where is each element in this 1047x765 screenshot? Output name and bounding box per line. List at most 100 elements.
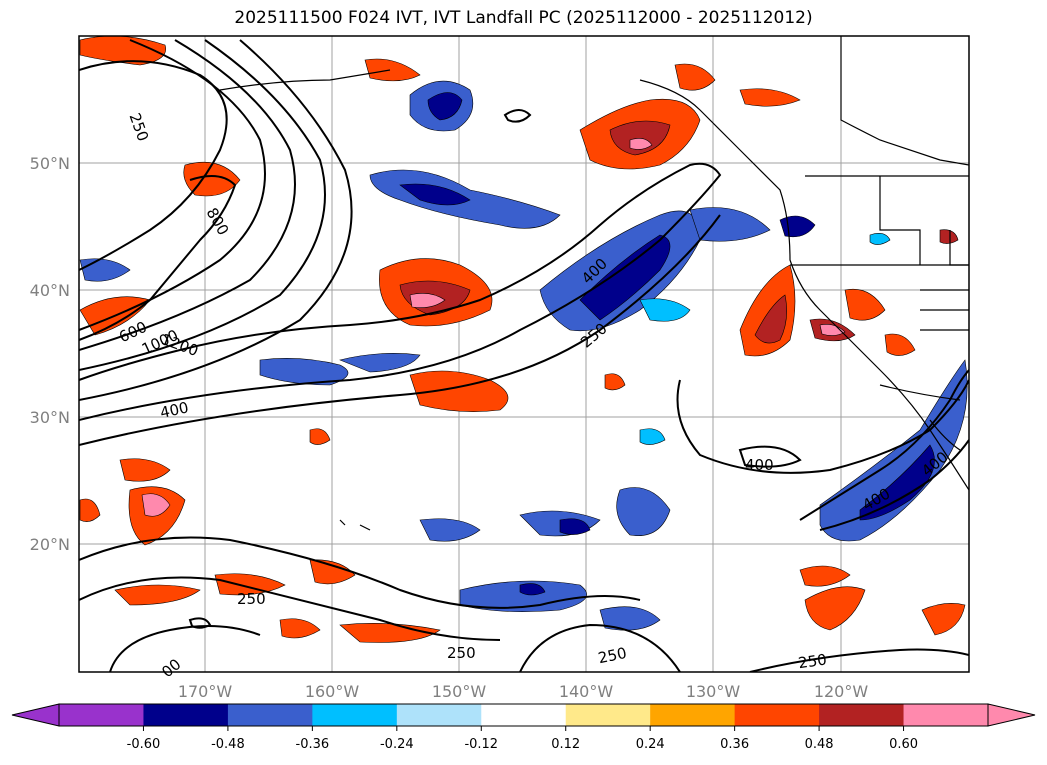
warm-blob: [364, 58, 421, 82]
warm-blob: [819, 324, 846, 336]
map-content: [79, 36, 969, 672]
colorbar-tick-label: -0.60: [127, 737, 161, 752]
map-frame: [78, 35, 970, 673]
lon-label: 150°W: [432, 682, 487, 701]
colorbar-tick-label: 0.24: [636, 737, 665, 752]
colorbar-cell: [59, 704, 144, 726]
colorbar-tick-label: 0.60: [889, 737, 918, 752]
gridlines: [79, 36, 969, 672]
colorbar-cell: [481, 704, 567, 726]
lon-label: 170°W: [178, 682, 233, 701]
warm-blob: [141, 493, 171, 517]
warm-blob: [309, 559, 356, 585]
warm-blob: [279, 618, 321, 639]
blue-blob: [859, 444, 935, 521]
colorbar: -0.60 -0.48 -0.36 -0.24 -0.12 0.12 0.24 0.36 0.4…: [11, 703, 1036, 752]
warm-blob: [939, 229, 959, 244]
colorbar-tick-label: 0.36: [720, 737, 749, 752]
lat-label: 40°N: [30, 281, 70, 300]
lon-label: 130°W: [686, 682, 741, 701]
contour-label: 250: [797, 650, 828, 672]
colorbar-cell: [227, 704, 313, 726]
blue-blob: [427, 92, 463, 121]
ivt-contours: [79, 39, 969, 672]
warm-blob: [609, 120, 671, 156]
blue-blob: [599, 606, 661, 631]
lat-label: 30°N: [30, 408, 70, 427]
colorbar-cells: [59, 704, 989, 726]
contour-label: 250: [237, 590, 266, 608]
warm-blob: [804, 586, 866, 631]
warm-blob: [309, 428, 331, 445]
contour-label: 400: [745, 456, 774, 474]
colorbar-cell: [143, 704, 229, 726]
contour-label: 250: [447, 644, 476, 662]
warm-blob: [674, 63, 716, 91]
blue-blob: [399, 183, 471, 206]
colorbar-cell: [903, 704, 989, 726]
ivt-shading: [79, 36, 968, 643]
warm-blob: [754, 294, 787, 344]
blue-blob: [639, 428, 666, 445]
warm-blob: [214, 573, 286, 596]
warm-blob: [884, 333, 916, 356]
warm-blob: [119, 458, 171, 482]
lon-label: 160°W: [305, 682, 360, 701]
colorbar-cell: [819, 704, 905, 726]
warm-blob: [183, 161, 241, 197]
contour-label: 1200: [159, 330, 201, 360]
lon-label: 140°W: [559, 682, 614, 701]
warm-blob: [799, 565, 851, 587]
warm-blob: [629, 138, 653, 150]
colorbar-outline: [58, 703, 989, 727]
warm-blob: [339, 623, 441, 643]
blue-blob: [559, 518, 591, 535]
colorbar-cell: [312, 704, 398, 726]
blue-blob: [869, 233, 891, 245]
colorbar-cell: [396, 704, 482, 726]
latitude-labels: 50°N 40°N 30°N 20°N: [30, 154, 70, 554]
blue-blob: [689, 207, 771, 242]
colorbar-cell: [565, 704, 651, 726]
colorbar-tick-label: -0.24: [380, 737, 414, 752]
contour-label: 00: [158, 655, 184, 681]
blue-blob: [339, 353, 421, 373]
blue-blob: [419, 518, 481, 542]
warm-blob: [604, 373, 626, 391]
map-title: 2025111500 F024 IVT, IVT Landfall PC (20…: [234, 8, 813, 28]
lon-label: 120°W: [814, 682, 869, 701]
blue-blob: [259, 358, 349, 386]
colorbar-tick-label: -0.36: [296, 737, 330, 752]
colorbar-extend-low: [11, 703, 60, 727]
lat-label: 50°N: [30, 154, 70, 173]
warm-blob: [409, 293, 446, 308]
colorbar-tick-label: -0.12: [464, 737, 498, 752]
contour-label: 250: [597, 644, 629, 668]
warm-blob: [409, 370, 509, 412]
blue-blob: [519, 583, 546, 596]
blue-blob: [579, 234, 671, 321]
blue-blob: [639, 298, 691, 322]
contour-label: 400: [158, 398, 190, 422]
blue-blob: [779, 215, 816, 238]
warm-blob: [844, 288, 886, 321]
blue-blob: [819, 359, 968, 542]
colorbar-cell: [650, 704, 736, 726]
lat-label: 20°N: [30, 535, 70, 554]
colorbar-cell: [734, 704, 820, 726]
warm-blob: [79, 498, 101, 522]
colorbar-ticks: -0.60 -0.48 -0.36 -0.24 -0.12 0.12 0.24 0.36 0.4…: [127, 726, 918, 752]
colorbar-extend-high: [987, 703, 1036, 727]
colorbar-tick-label: -0.48: [211, 737, 245, 752]
longitude-labels: 170°W 160°W 150°W 140°W 130°W 120°W: [178, 682, 869, 701]
colorbar-tick-label: 0.48: [805, 737, 834, 752]
coastlines: [219, 36, 969, 531]
warm-blob: [739, 88, 801, 107]
blue-blob: [459, 580, 587, 612]
warm-blob: [921, 603, 966, 636]
colorbar-tick-label: 0.12: [551, 737, 580, 752]
blue-blob: [616, 487, 671, 537]
blue-blob: [79, 258, 131, 282]
warm-blob: [114, 584, 201, 606]
